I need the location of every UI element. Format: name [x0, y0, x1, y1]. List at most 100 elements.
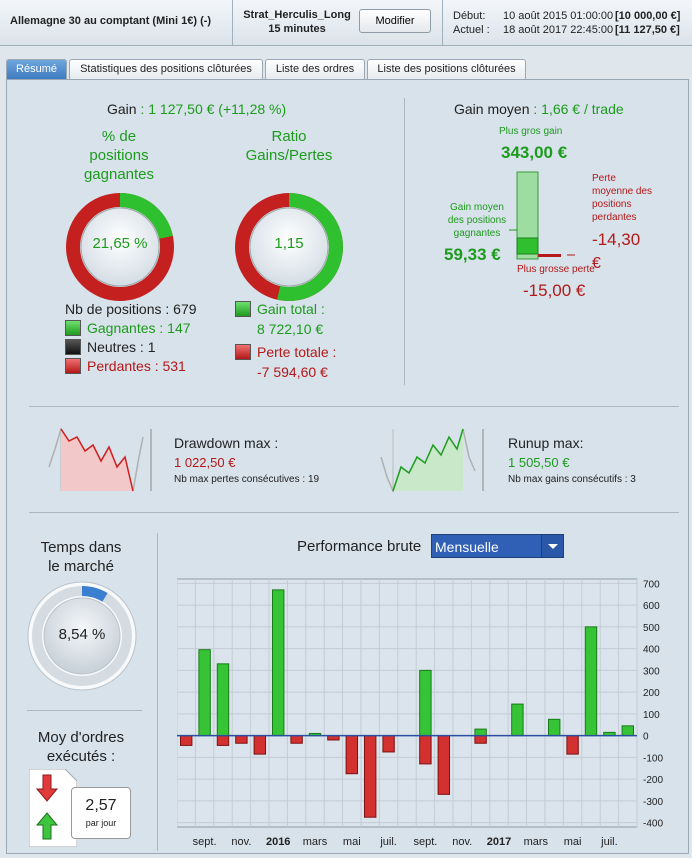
- avg-win-bar: [516, 237, 539, 255]
- losers-legend: Perdantes : 531: [65, 358, 186, 374]
- win-pct-title-line1: % de: [101, 128, 137, 145]
- modify-button[interactable]: Modifier: [359, 9, 431, 33]
- bar-gain: [198, 649, 211, 737]
- total-loss-swatch: [235, 344, 251, 360]
- tab-summary[interactable]: Résumé: [6, 59, 67, 79]
- orders-per-day-box: 2,57 par jour: [71, 787, 131, 839]
- x-tick-label: sept.: [413, 836, 437, 848]
- gain-label: Gain: [107, 101, 137, 117]
- bar-loss: [437, 735, 451, 795]
- avg-loss-label-line2: moyenne des: [592, 186, 653, 197]
- avg-loss-label-line4: perdantes: [592, 212, 637, 223]
- bar-gain: [216, 663, 230, 737]
- tab-closed-positions[interactable]: Liste des positions clôturées: [367, 59, 526, 79]
- tab-closed-stats[interactable]: Statistiques des positions clôturées: [69, 59, 263, 79]
- runup-line: [392, 428, 464, 492]
- win-pct-value: 21,65 %: [92, 235, 148, 252]
- chevron-down-icon[interactable]: [541, 535, 563, 557]
- divider-left-bottom: [27, 710, 142, 711]
- ratio-title: Ratio Gains/Pertes: [219, 127, 359, 165]
- orders-title-line2: exécutés :: [46, 748, 116, 765]
- ratio-title-line2: Gains/Pertes: [245, 147, 333, 164]
- current-row: Actuel : 18 août 2017 22:45:00 [11 127,50 …: [453, 24, 680, 36]
- x-tick-label: nov.: [231, 836, 251, 848]
- period-select[interactable]: Mensuelle: [431, 534, 564, 558]
- avg-win-value: 59,33 €: [444, 245, 501, 264]
- drawdown-value: 1 022,50 €: [174, 455, 236, 470]
- orders-arrows-icon: [29, 769, 77, 847]
- losers-text: Perdantes : 531: [87, 358, 186, 374]
- period-select-value: Mensuelle: [435, 539, 499, 555]
- ratio-value: 1,15: [274, 235, 304, 252]
- avg-loss-unit: €: [592, 255, 601, 272]
- avg-loss-label: Perte moyenne des positions perdantes: [592, 172, 652, 224]
- dates-panel: Début: 10 août 2015 01:00:00 [10 000,00 €]…: [443, 0, 692, 46]
- y-tick-label: 300: [643, 666, 660, 677]
- bar-loss: [216, 735, 230, 746]
- avg-loss-label-line1: Perte: [592, 173, 616, 184]
- bar-gain: [584, 626, 598, 737]
- neutral-legend: Neutres : 1: [65, 339, 155, 355]
- win-pct-title-line3: gagnantes: [83, 166, 155, 183]
- win-pct-donut: [66, 193, 174, 301]
- y-tick-label: -400: [643, 819, 663, 830]
- x-tick-label: sept.: [193, 836, 217, 848]
- bar-gain: [474, 728, 487, 737]
- drawdown-fill: [61, 429, 133, 491]
- time-in-market-value: 8,54 %: [58, 626, 106, 643]
- avg-gain-label: Gain moyen: [454, 101, 530, 117]
- win-pct-inner: [80, 207, 160, 287]
- orders-value: 2,57: [85, 797, 117, 814]
- divider-middle: [29, 406, 679, 407]
- y-tick-label: -300: [643, 797, 663, 808]
- x-tick-label: 2017: [487, 836, 511, 848]
- chevron-down-glyph: [548, 544, 558, 549]
- chevron-down-shape: [548, 544, 558, 549]
- losers-swatch: [65, 358, 81, 374]
- performance-label: Performance brute: [297, 538, 422, 555]
- bar-loss: [345, 735, 359, 775]
- gain-line: Gain : 1 127,50 € (+11,28 %): [107, 101, 286, 117]
- y-tick-label: 200: [643, 688, 660, 699]
- y-tick-label: -200: [643, 775, 663, 786]
- current-date: 18 août 2017 22:45:00: [503, 24, 614, 36]
- x-tick-label: mars: [524, 836, 549, 848]
- start-date: 10 août 2015 01:00:00: [503, 10, 614, 22]
- time-in-market-arc: [32, 586, 132, 686]
- bar-gain: [419, 669, 432, 737]
- gain-value: : 1 127,50 € (+11,28 %): [140, 101, 287, 117]
- bar-loss: [363, 735, 377, 818]
- x-tick-label: mai: [343, 836, 361, 848]
- divider-lower: [29, 512, 679, 513]
- avg-loss-bar: [538, 254, 561, 257]
- runup-label: Runup max:: [508, 435, 584, 451]
- winners-text: Gagnantes : 147: [87, 320, 191, 336]
- neutral-text: Neutres : 1: [87, 339, 156, 355]
- start-row: Début: 10 août 2015 01:00:00 [10 000,00 €]: [453, 10, 680, 22]
- arrow-up-icon: [35, 812, 59, 840]
- time-in-market-title-line1: Temps dans: [40, 539, 122, 556]
- biggest-loss-value: -15,00 €: [523, 281, 586, 300]
- biggest-gain-bar: [516, 171, 539, 260]
- avg-win-label-line1: Gain moyen: [450, 202, 504, 213]
- bar-loss: [253, 735, 267, 755]
- bar-gain: [271, 589, 285, 737]
- y-tick-label: 700: [643, 579, 660, 590]
- total-loss-label: Perte totale :: [257, 344, 337, 360]
- runup-consecutive: Nb max gains consécutifs : 3: [508, 474, 636, 485]
- runup-value: 1 505,50 €: [508, 455, 570, 470]
- time-in-market-inner: [43, 597, 121, 675]
- bar-loss: [419, 735, 432, 765]
- start-value: [10 000,00 €]: [615, 10, 681, 22]
- tab-orders[interactable]: Liste des ordres: [265, 59, 365, 79]
- avg-win-label-line2: des positions: [447, 215, 507, 226]
- drawdown-consecutive: Nb max pertes consécutives : 19: [174, 474, 320, 485]
- bar-loss: [235, 735, 248, 744]
- ratio-inner: [249, 207, 329, 287]
- winners-legend: Gagnantes : 147: [65, 320, 191, 336]
- bar-loss: [474, 735, 487, 744]
- orders-title: Moy d'ordres exécutés :: [17, 728, 145, 766]
- ratio-title-line1: Ratio: [271, 128, 307, 145]
- nb-positions: Nb de positions : 679: [65, 301, 197, 317]
- header-bar: Allemagne 30 au comptant (Mini 1€) (-) S…: [0, 0, 692, 46]
